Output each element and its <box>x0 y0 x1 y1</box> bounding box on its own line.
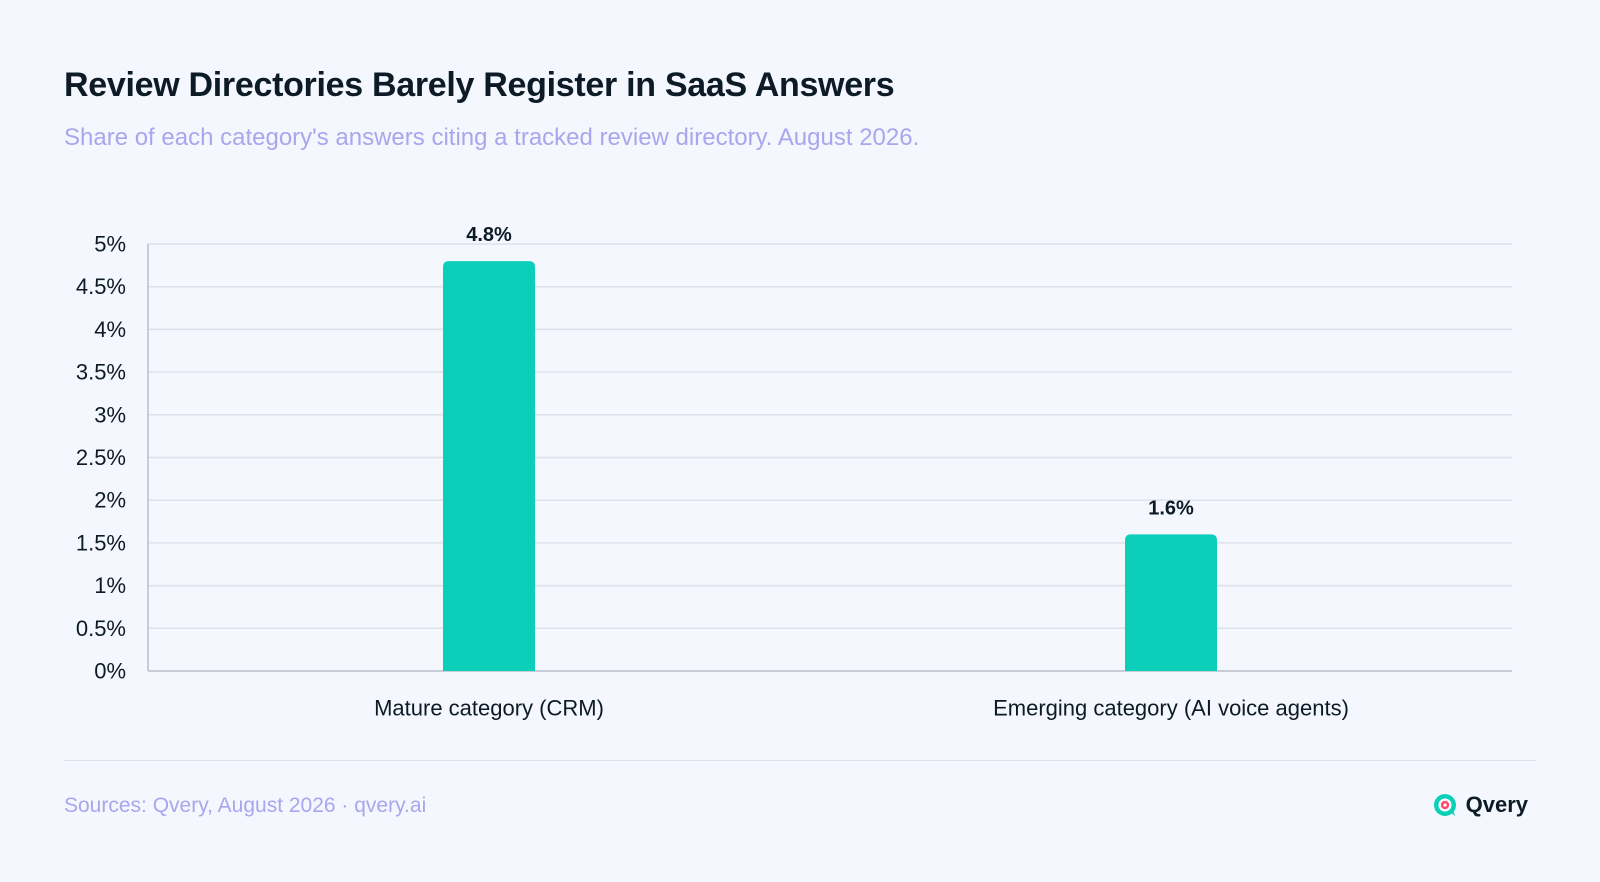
chart-title: Review Directories Barely Register in Sa… <box>64 66 895 104</box>
y-tick-label: 3.5% <box>76 360 126 385</box>
y-tick-label: 3% <box>94 402 126 427</box>
qvery-logo-icon <box>1433 794 1456 816</box>
gridlines <box>147 243 1512 672</box>
x-tick-label: Mature category (CRM) <box>374 696 604 721</box>
brand[interactable]: Qvery <box>1432 792 1528 818</box>
bar <box>1125 534 1217 671</box>
brand-name: Qvery <box>1465 792 1528 817</box>
data-label: 4.8% <box>466 224 512 246</box>
y-tick-label: 4.5% <box>76 274 126 299</box>
x-axis-ticks: Mature category (CRM) Emerging category (… <box>374 696 1349 721</box>
bars: 4.8% 1.6% <box>443 224 1217 671</box>
bar <box>443 261 535 671</box>
y-tick-label: 0% <box>94 659 126 684</box>
chart-subtitle: Share of each category's answers citing … <box>64 124 920 151</box>
footer-divider <box>64 760 1536 761</box>
y-axis-ticks: 0% 0.5% 1% 1.5% 2% 2.5% 3% 3.5% 4% 4.5% 5% <box>76 232 126 684</box>
y-tick-label: 4% <box>94 317 126 342</box>
y-tick-label: 2% <box>94 488 126 513</box>
footer-source: Sources: Qvery, August 2026 · qvery.ai <box>64 794 427 817</box>
y-tick-label: 1.5% <box>76 530 126 555</box>
x-tick-label: Emerging category (AI voice agents) <box>993 696 1349 721</box>
y-tick-label: 2.5% <box>76 445 126 470</box>
y-tick-label: 0.5% <box>76 616 126 641</box>
y-tick-label: 5% <box>94 232 126 257</box>
data-label: 1.6% <box>1148 497 1194 519</box>
y-tick-label: 1% <box>94 573 126 598</box>
